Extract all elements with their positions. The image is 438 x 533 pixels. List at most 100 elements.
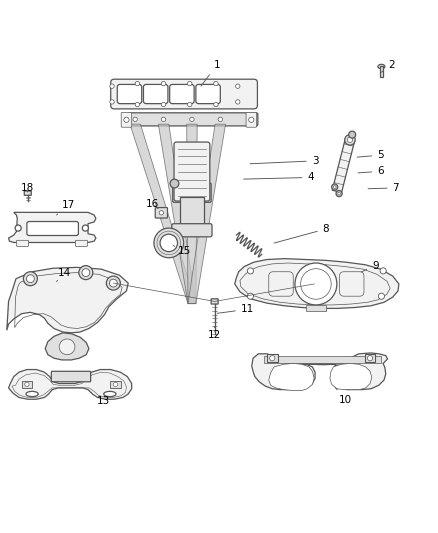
Circle shape: [347, 138, 353, 142]
Circle shape: [135, 82, 140, 86]
Circle shape: [133, 117, 138, 122]
Circle shape: [380, 268, 386, 274]
Text: 17: 17: [57, 199, 75, 215]
Circle shape: [300, 269, 331, 299]
Polygon shape: [9, 212, 96, 243]
Bar: [265, 357, 381, 364]
Text: 12: 12: [208, 327, 221, 341]
Text: 8: 8: [274, 224, 329, 243]
Circle shape: [110, 84, 114, 88]
FancyBboxPatch shape: [339, 272, 364, 296]
Circle shape: [295, 263, 337, 305]
Circle shape: [135, 102, 140, 107]
Circle shape: [349, 131, 356, 138]
FancyBboxPatch shape: [16, 240, 28, 246]
FancyBboxPatch shape: [172, 224, 212, 237]
FancyBboxPatch shape: [211, 299, 218, 304]
Text: 11: 11: [217, 304, 254, 314]
Text: 6: 6: [358, 166, 384, 176]
Bar: [380, 66, 383, 77]
Circle shape: [249, 117, 254, 123]
Circle shape: [345, 135, 355, 145]
Bar: [110, 381, 121, 388]
Circle shape: [59, 339, 75, 354]
Circle shape: [247, 268, 254, 274]
Circle shape: [110, 279, 117, 287]
Circle shape: [159, 211, 163, 215]
Polygon shape: [158, 124, 196, 304]
Ellipse shape: [104, 391, 116, 397]
FancyBboxPatch shape: [144, 84, 168, 103]
Text: 16: 16: [146, 199, 159, 209]
FancyBboxPatch shape: [27, 222, 78, 236]
Circle shape: [161, 102, 166, 107]
FancyBboxPatch shape: [155, 207, 167, 218]
FancyBboxPatch shape: [111, 79, 258, 109]
Circle shape: [23, 272, 37, 286]
Circle shape: [190, 117, 194, 122]
Circle shape: [270, 356, 275, 361]
Circle shape: [218, 117, 223, 122]
Polygon shape: [130, 124, 196, 304]
Text: 4: 4: [244, 173, 314, 182]
FancyBboxPatch shape: [170, 84, 194, 103]
Circle shape: [187, 82, 192, 86]
Polygon shape: [9, 369, 132, 399]
Circle shape: [247, 117, 251, 122]
Bar: [267, 354, 278, 362]
Bar: [21, 381, 32, 388]
FancyBboxPatch shape: [75, 240, 88, 246]
Circle shape: [378, 293, 385, 299]
Circle shape: [82, 269, 90, 277]
Text: 13: 13: [92, 392, 110, 406]
Circle shape: [15, 225, 21, 231]
Text: 2: 2: [381, 60, 395, 72]
Text: 9: 9: [361, 261, 378, 272]
FancyBboxPatch shape: [51, 372, 91, 382]
FancyBboxPatch shape: [173, 183, 211, 203]
Circle shape: [236, 100, 240, 104]
Polygon shape: [330, 364, 372, 390]
Text: 7: 7: [368, 183, 399, 193]
Text: 14: 14: [57, 268, 71, 281]
Circle shape: [332, 184, 338, 190]
Circle shape: [236, 84, 240, 88]
Polygon shape: [45, 333, 89, 360]
Bar: [365, 354, 375, 362]
Circle shape: [113, 382, 118, 386]
Circle shape: [82, 225, 88, 231]
Ellipse shape: [26, 391, 38, 397]
Circle shape: [79, 265, 93, 280]
Text: 3: 3: [250, 156, 318, 166]
FancyBboxPatch shape: [128, 113, 258, 126]
FancyBboxPatch shape: [174, 142, 210, 201]
Polygon shape: [188, 124, 226, 304]
FancyBboxPatch shape: [246, 112, 257, 127]
Polygon shape: [252, 353, 388, 390]
Bar: [180, 197, 204, 229]
Text: 1: 1: [201, 60, 220, 86]
Circle shape: [124, 117, 129, 123]
Polygon shape: [7, 268, 128, 333]
Circle shape: [170, 179, 179, 188]
Circle shape: [336, 190, 342, 197]
Circle shape: [338, 192, 340, 195]
Ellipse shape: [378, 64, 385, 69]
Circle shape: [161, 82, 166, 86]
Circle shape: [214, 82, 218, 86]
Circle shape: [187, 102, 192, 107]
Text: 5: 5: [357, 150, 384, 160]
Circle shape: [26, 275, 34, 282]
Circle shape: [214, 102, 218, 107]
Polygon shape: [332, 139, 355, 192]
Text: 18: 18: [21, 183, 35, 193]
Polygon shape: [269, 364, 314, 391]
Circle shape: [154, 228, 184, 258]
Circle shape: [367, 356, 373, 361]
Circle shape: [106, 276, 120, 290]
Polygon shape: [235, 259, 399, 309]
Circle shape: [161, 117, 166, 122]
FancyBboxPatch shape: [24, 191, 31, 195]
Circle shape: [25, 382, 29, 386]
Polygon shape: [187, 124, 197, 304]
